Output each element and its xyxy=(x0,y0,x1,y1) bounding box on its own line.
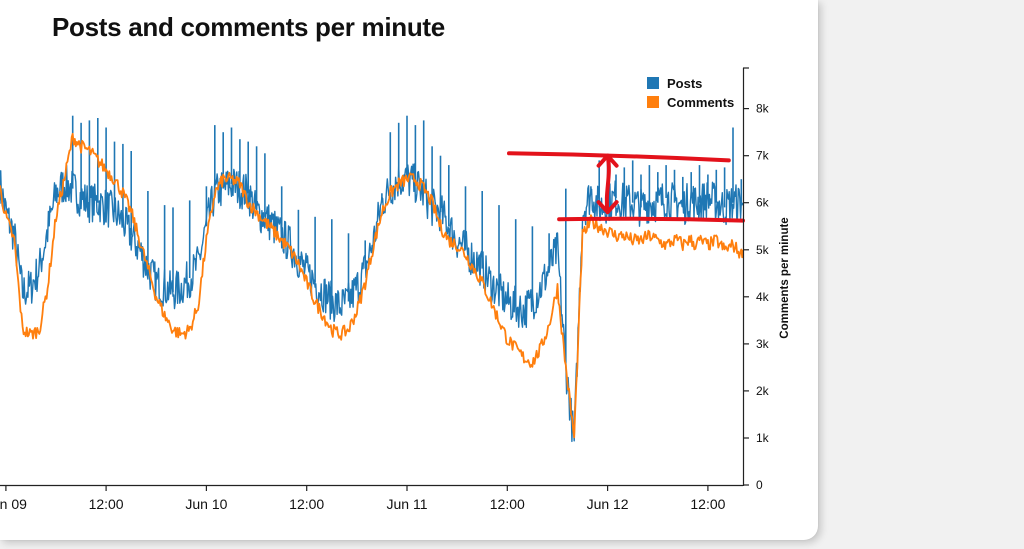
axis-layer: 0 1k 2k 3k 4k 5k 6k 7k 8k Jun 09 12:00 Jun 10 12:00 J… xyxy=(0,67,791,512)
y-axis-title: Comments per minute xyxy=(779,217,791,338)
legend-label-comments: Comments xyxy=(667,95,734,110)
x-tick-label: 12:00 xyxy=(89,496,124,512)
legend-swatch-comments xyxy=(647,96,659,108)
y-tick-label: 7k xyxy=(756,149,770,163)
y-tick-label: 6k xyxy=(756,196,770,210)
annotation-arrowhead-top xyxy=(596,153,619,168)
legend-swatch-posts xyxy=(647,77,659,89)
annotation-line xyxy=(507,151,731,163)
y-tick-label: 8k xyxy=(756,102,770,116)
annotation-line xyxy=(557,216,745,223)
legend-label-posts: Posts xyxy=(667,76,702,91)
legend: Posts Comments xyxy=(647,76,734,110)
y-tick-label: 3k xyxy=(756,337,770,351)
series-layer xyxy=(0,115,743,443)
x-tick-label: 12:00 xyxy=(690,496,725,512)
y-tick-label: 1k xyxy=(756,431,770,445)
x-tick-label: Jun 11 xyxy=(387,496,428,512)
x-tick-label: 12:00 xyxy=(289,496,324,512)
y-tick-label: 0 xyxy=(756,478,763,492)
annotation-layer xyxy=(507,151,745,223)
y-tick-label: 2k xyxy=(756,384,770,398)
y-tick-label: 5k xyxy=(756,243,770,257)
chart-title: Posts and comments per minute xyxy=(52,12,445,42)
x-tick-label: Jun 10 xyxy=(185,496,227,512)
chart-card: Posts and comments per minute xyxy=(0,0,818,540)
comments-line xyxy=(0,132,743,439)
y-tick-label: 4k xyxy=(756,290,770,304)
x-tick-label: Jun 12 xyxy=(587,496,629,512)
posts-line xyxy=(0,163,743,443)
annotation-arrow-shaft xyxy=(604,153,611,215)
x-tick-label: Jun 09 xyxy=(0,496,27,512)
x-tick-label: 12:00 xyxy=(490,496,525,512)
annotation-arrowhead-bottom xyxy=(596,200,619,215)
